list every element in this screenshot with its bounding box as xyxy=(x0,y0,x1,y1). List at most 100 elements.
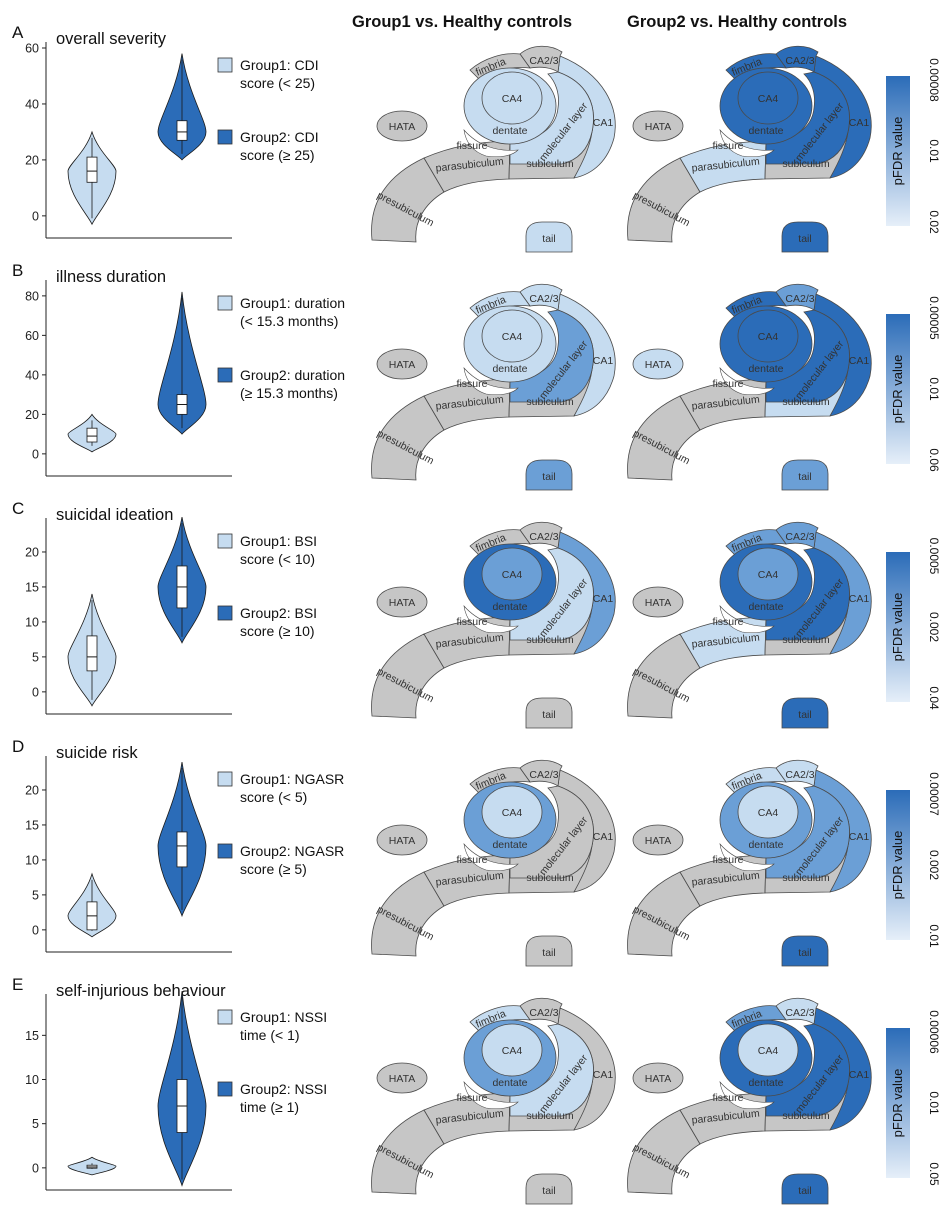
panel-d-title: suicide risk xyxy=(56,744,138,762)
panel-c-colorbar-tick: 0.0005 xyxy=(927,538,939,575)
panel-d-g2-region-ca4 xyxy=(737,785,799,839)
panel-b-g2-hippocampus: CA4 dentate fissure HATA tail CA1 CA2/3 subicul… xyxy=(627,283,872,491)
panel-d-box-g2 xyxy=(176,831,188,868)
panel-b-g2-region-fissure xyxy=(719,367,775,396)
panel-a-g1-label-ca4: CA4 xyxy=(502,93,523,105)
panel-b-legend-swatch-group1 xyxy=(217,295,233,311)
panel-d-g2-region-tail xyxy=(781,935,829,967)
panel-d-diagram-group2: CA4 dentate fissure HATA tail CA1 CA2/3 subicul… xyxy=(627,759,872,967)
panel-e-legend-group2-line2: time (≥ 1) xyxy=(240,1099,299,1115)
panel-c-g1-region-hata xyxy=(376,586,428,618)
panel-a-g2-label-fissure: fissure xyxy=(713,140,744,152)
panel-a-diagram-group1: CA4 dentate fissure HATA tail CA1 CA2/3 subicul… xyxy=(371,45,616,253)
panel-e-title: self-injurious behaviour xyxy=(56,982,226,1000)
panel-a-ytick-label: 20 xyxy=(25,153,39,167)
panel-b-g1-label-ca4: CA4 xyxy=(502,331,523,343)
panel-b-violin-g1 xyxy=(67,413,117,453)
panel-d-ytick-label: 10 xyxy=(25,853,39,867)
panel-b-violin-g2 xyxy=(157,291,207,435)
panel-a-g1-label-hata: HATA xyxy=(389,121,415,133)
panel-e-g2-region-ca4 xyxy=(737,1023,799,1077)
panel-c-ytick-label: 15 xyxy=(25,580,39,594)
panel-d-g1-region-molecular-layer xyxy=(509,785,594,879)
panel-b-legend-group2-line1: Group2: duration xyxy=(240,367,345,383)
panel-e-colorbar-tick: 0.05 xyxy=(927,1162,939,1186)
panel-b-g2-label-fissure: fissure xyxy=(713,378,744,390)
panel-a-g1-label-tail: tail xyxy=(542,233,555,245)
panel-b-colorbar-label: pFDR value xyxy=(890,355,905,424)
panel-c-g1-label-dentate: dentate xyxy=(492,601,527,613)
panel-c-title: suicidal ideation xyxy=(56,506,173,524)
panel-d-ytick-label: 15 xyxy=(25,818,39,832)
panel-c-g1-label-ca1: CA1 xyxy=(593,593,614,605)
panel-c-legend-group1-line1: Group1: BSI xyxy=(240,533,317,549)
panel-b-y-axis: 0 20 40 60 80 xyxy=(25,280,47,476)
panel-b-g1-region-fissure xyxy=(463,367,519,396)
panel-e-colorbar-tick: 0.00006 xyxy=(927,1010,939,1054)
panel-e-g1-hippocampus: CA4 dentate fissure HATA tail CA1 CA2/3 subicul… xyxy=(371,997,616,1205)
panel-a-g2-label-dentate: dentate xyxy=(748,125,783,137)
panel-d-g1-label-subiculum: subiculum xyxy=(526,872,574,884)
panel-e-g1-region-hata xyxy=(376,1062,428,1094)
panel-a-g1-label-ca1: CA1 xyxy=(593,117,614,129)
panel-d-legend-group2-line2: score (≥ 5) xyxy=(240,861,307,877)
panel-d-diagram-group1: CA4 dentate fissure HATA tail CA1 CA2/3 subicul… xyxy=(371,759,616,967)
panel-e-diagram-group2: CA4 dentate fissure HATA tail CA1 CA2/3 subicul… xyxy=(627,997,872,1205)
panel-a-colorbar-tick: 0.00008 xyxy=(927,58,939,102)
panel-c-legend-group1-line2: score (< 10) xyxy=(240,551,315,567)
panel-b-box-g1 xyxy=(86,427,98,443)
panel-a-ytick-label: 0 xyxy=(32,209,39,223)
panel-a-g1-hippocampus: CA4 dentate fissure HATA tail CA1 CA2/3 subicul… xyxy=(371,45,616,253)
panel-a-legend-swatch-group2 xyxy=(217,129,233,145)
panel-b-g2-region-ca4 xyxy=(737,309,799,363)
panel-a-g1-region-ca23 xyxy=(519,45,563,73)
panel-a-legend-group2-line2: score (≥ 25) xyxy=(240,147,315,163)
panel-e-g1-region-fissure xyxy=(463,1081,519,1110)
panel-d-g1-label-tail: tail xyxy=(542,947,555,959)
panel-c-g1-label-ca4: CA4 xyxy=(502,569,523,581)
panel-d-g2-label-ca1: CA1 xyxy=(849,831,870,843)
panel-c-g1-region-ca23 xyxy=(519,521,563,549)
panel-b-g2-label-tail: tail xyxy=(798,471,811,483)
panel-c-g1-label-ca23: CA2/3 xyxy=(529,531,558,543)
panel-d-g1-region-ca23 xyxy=(519,759,563,787)
panel-b-ytick-label: 80 xyxy=(25,289,39,303)
panel-d-colorbar-tick: 0.00007 xyxy=(927,772,939,816)
panel-a-g2-label-tail: tail xyxy=(798,233,811,245)
panel-e-g2-label-ca4: CA4 xyxy=(758,1045,779,1057)
panel-b-g1-label-subiculum: subiculum xyxy=(526,396,574,408)
panel-d-g1-label-ca23: CA2/3 xyxy=(529,769,558,781)
panel-c-colorbar-tick: 0.002 xyxy=(927,612,939,642)
panel-d-g1-region-tail xyxy=(525,935,573,967)
panel-d-g1-label-ca4: CA4 xyxy=(502,807,523,819)
panel-b-g1-region-ca4 xyxy=(481,309,543,363)
panel-e-colorbar: pFDR value 0.00006 0.01 0.05 xyxy=(886,1010,939,1186)
panel-d-g2-region-molecular-layer xyxy=(765,785,850,879)
panel-d-g2-label-dentate: dentate xyxy=(748,839,783,851)
panel-e-g1-label-ca1: CA1 xyxy=(593,1069,614,1081)
panel-b-colorbar: pFDR value 0.00005 0.01 0.06 xyxy=(886,296,939,472)
panel-b-ytick-label: 40 xyxy=(25,368,39,382)
panel-c-diagram-group1: CA4 dentate fissure HATA tail CA1 CA2/3 subicul… xyxy=(371,521,616,729)
panel-b-g1-region-molecular-layer xyxy=(509,309,594,403)
panel-a-g1-label-subiculum: subiculum xyxy=(526,158,574,170)
panel-a-g2-label-subiculum: subiculum xyxy=(782,158,830,170)
panel-d-colorbar-label: pFDR value xyxy=(890,831,905,900)
panel-c-violin-g1 xyxy=(67,593,117,707)
panel-a-y-axis: 0 20 40 60 xyxy=(25,42,47,238)
panel-e-ytick-label: 0 xyxy=(32,1161,39,1175)
panel-d-colorbar-tick: 0.002 xyxy=(927,850,939,880)
panel-b-g2-label-dentate: dentate xyxy=(748,363,783,375)
panel-b-g1-hippocampus: CA4 dentate fissure HATA tail CA1 CA2/3 subicul… xyxy=(371,283,616,491)
panel-b-letter: B xyxy=(12,261,23,280)
panel-c-g1-region-tail xyxy=(525,697,573,729)
panel-b-ytick-label: 20 xyxy=(25,408,39,422)
panel-c-g2-label-hata: HATA xyxy=(645,597,671,609)
panel-d-violin-g2 xyxy=(157,761,207,918)
panel-c-g2-label-ca1: CA1 xyxy=(849,593,870,605)
panel-b-g1-label-ca1: CA1 xyxy=(593,355,614,367)
panel-c-g2-label-ca23: CA2/3 xyxy=(785,531,814,543)
panel-a-ytick-label: 40 xyxy=(25,97,39,111)
